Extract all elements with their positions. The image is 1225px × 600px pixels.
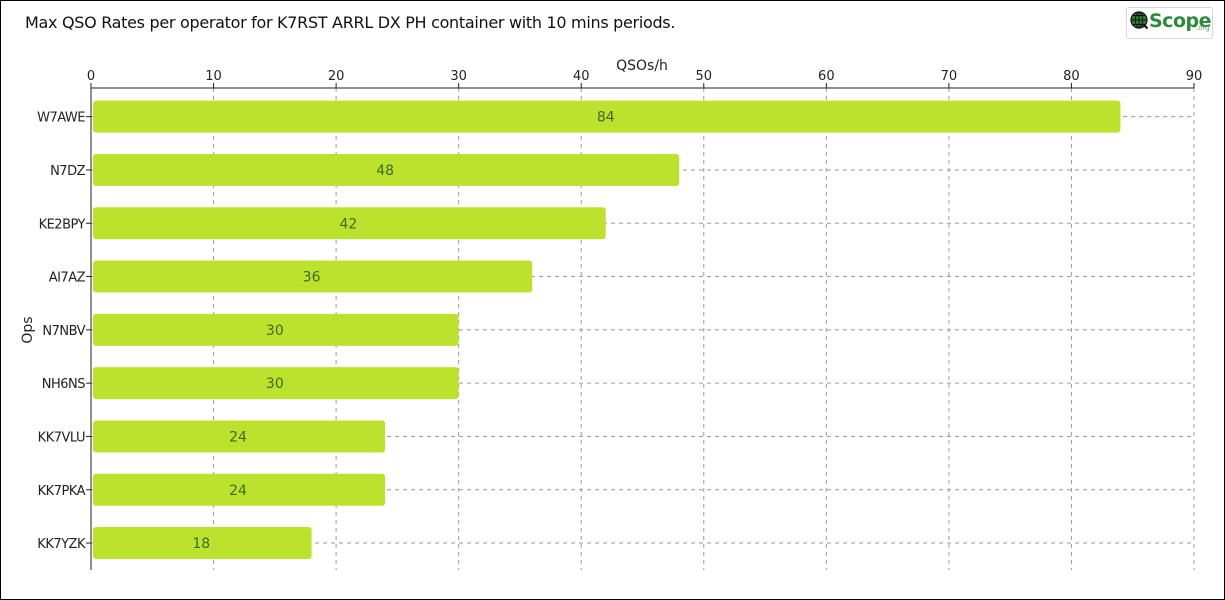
- data-label: 24: [229, 483, 247, 499]
- y-tick-label: KK7VLU: [38, 430, 85, 445]
- data-label: 18: [192, 536, 210, 552]
- data-label: 24: [229, 429, 247, 445]
- y-tick-label: KE2BPY: [39, 217, 86, 232]
- x-tick-label: 80: [1063, 69, 1080, 84]
- qscope-globe-icon: [1130, 11, 1148, 29]
- x-tick-label: 40: [573, 69, 590, 84]
- y-tick-label: KK7YZK: [37, 537, 86, 552]
- x-tick-label: 70: [941, 69, 958, 84]
- bar-n7dz: [93, 153, 680, 186]
- logo-suffix: .org: [1196, 24, 1210, 32]
- data-label: 48: [376, 163, 394, 179]
- bar-n7nbv: [93, 313, 459, 346]
- x-tick-label: 0: [87, 69, 95, 84]
- x-tick-label: 90: [1186, 69, 1203, 84]
- qscope-logo[interactable]: Scope .org: [1126, 7, 1213, 39]
- bar-kk7vlu: [93, 420, 386, 453]
- bar-kk7pka: [93, 473, 386, 506]
- y-tick-label: NH6NS: [42, 377, 85, 392]
- y-tick-label: N7DZ: [50, 164, 86, 179]
- y-tick-label: AI7AZ: [49, 271, 86, 286]
- x-tick-label: 20: [328, 69, 345, 84]
- y-tick-label: W7AWE: [37, 111, 85, 126]
- bar-kk7yzk: [93, 527, 312, 560]
- bar-ai7az: [93, 260, 533, 293]
- logo-text: Scope: [1149, 10, 1212, 32]
- x-axis-label: QSOs/h: [616, 58, 668, 74]
- data-label: 84: [597, 110, 615, 126]
- chart-title: Max QSO Rates per operator for K7RST ARR…: [25, 13, 676, 32]
- x-tick-label: 10: [205, 69, 222, 84]
- y-tick-label: N7NBV: [42, 324, 85, 339]
- x-tick-label: 60: [818, 69, 835, 84]
- bar-ke2bpy: [93, 207, 606, 240]
- data-label: 36: [303, 270, 321, 286]
- y-axis-label: Ops: [20, 316, 36, 343]
- x-tick-label: 30: [450, 69, 467, 84]
- bars: 84 48 42 36 30 30 24 24 18: [93, 100, 1121, 560]
- bar-w7awe: [93, 100, 1121, 133]
- data-label: 30: [266, 376, 284, 392]
- data-label: 42: [339, 216, 357, 232]
- data-label: 30: [266, 323, 284, 339]
- x-tick-label: 50: [696, 69, 713, 84]
- axes: W7AWE N7DZ KE2BPY AI7AZ N7NBV NH6NS KK7VLU KK7P…: [37, 69, 1202, 570]
- bar-nh6ns: [93, 367, 459, 400]
- y-tick-label: KK7PKA: [38, 484, 86, 499]
